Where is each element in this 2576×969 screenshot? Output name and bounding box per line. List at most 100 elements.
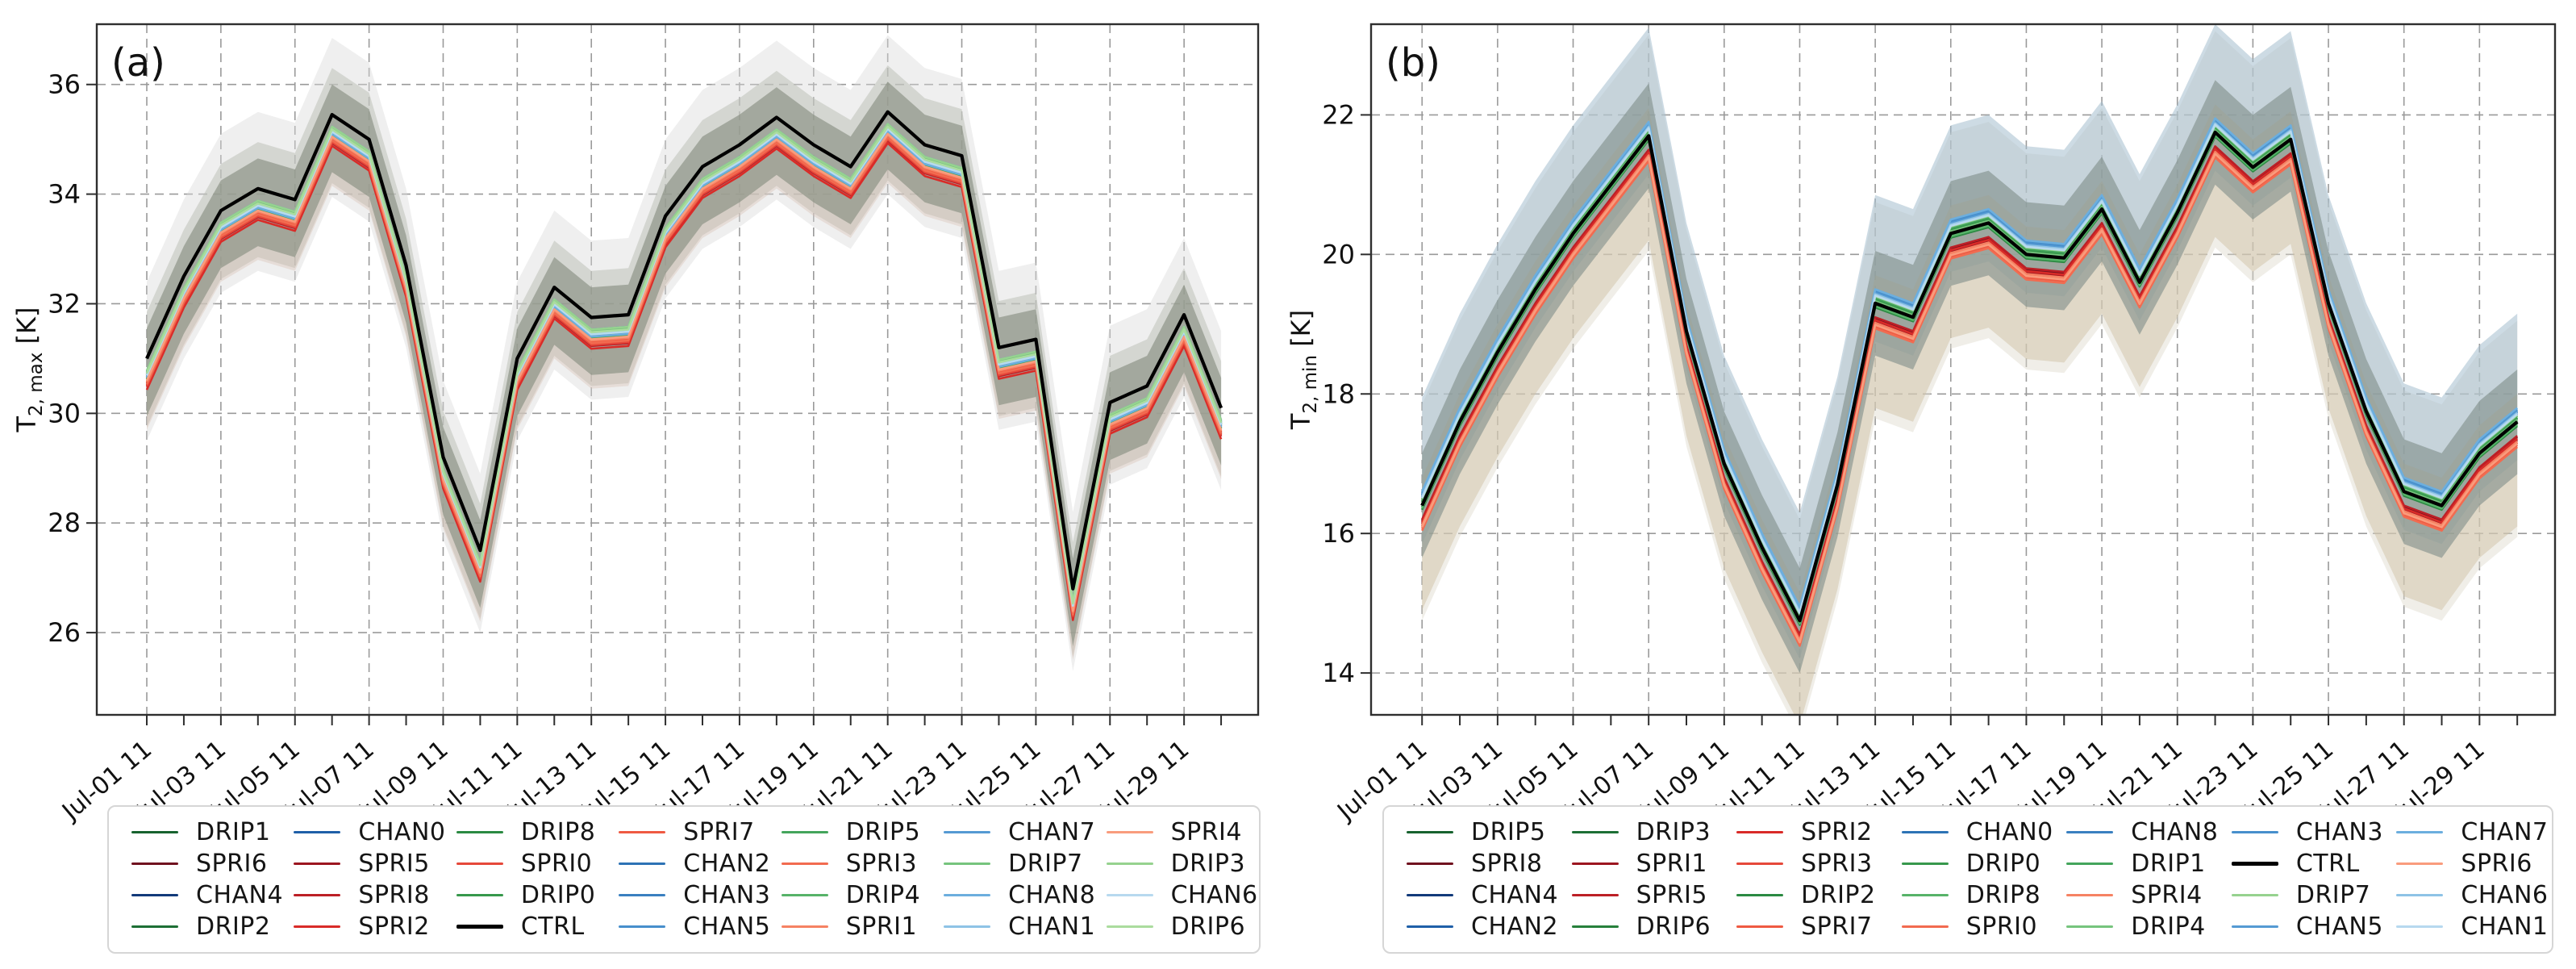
y-tick-label: 26	[48, 617, 81, 648]
legend-label: CHAN7	[2461, 818, 2549, 846]
legend-label: DRIP5	[845, 818, 921, 846]
legend-label: CHAN6	[2461, 881, 2549, 909]
legend-marker-line	[944, 894, 991, 896]
legend-item-DRIP0: DRIP0	[442, 881, 604, 909]
panel-b-legend: DRIP5 SPRI8 CHAN4 CHAN2 DRIP3 SPRI1 SPRI5 DRIP6…	[1382, 805, 2553, 954]
legend-marker-line	[294, 862, 341, 865]
legend-label: CHAN5	[683, 913, 771, 941]
legend-marker-line	[1736, 862, 1784, 865]
legend-item-CTRL: CTRL	[2217, 850, 2382, 878]
legend-marker-line	[294, 894, 341, 896]
y-tick-label: 14	[1322, 658, 1355, 688]
legend-marker-line	[2396, 894, 2444, 896]
legend-marker-line	[619, 831, 666, 833]
legend-marker-line	[294, 831, 341, 833]
legend-label: CHAN0	[358, 818, 446, 846]
legend-item-SPRI8: SPRI8	[1392, 850, 1557, 878]
legend-item-SPRI2: SPRI2	[1722, 818, 1887, 846]
legend-marker-line	[2066, 925, 2114, 928]
y-tick-label: 28	[48, 507, 81, 538]
legend-item-CHAN0: CHAN0	[279, 818, 445, 846]
legend-marker-line	[944, 862, 991, 865]
panel-letter: (b)	[1386, 40, 1440, 86]
legend-label: SPRI8	[1471, 850, 1543, 878]
legend-item-DRIP0: DRIP0	[1887, 850, 2053, 878]
legend-label: SPRI7	[683, 818, 755, 846]
legend-marker-line	[456, 831, 503, 833]
legend-label: CHAN7	[1008, 818, 1096, 846]
legend-marker-line	[1901, 862, 1949, 865]
legend-item-SPRI1: SPRI1	[1557, 850, 1723, 878]
ensemble-spread-band	[1422, 104, 2518, 715]
legend-marker-line	[1407, 894, 1453, 896]
legend-label: SPRI0	[520, 850, 593, 878]
legend-marker-line	[456, 894, 503, 896]
legend-marker-line	[944, 831, 991, 833]
legend-item-CHAN3: CHAN3	[604, 881, 770, 909]
legend-marker-line	[781, 894, 828, 896]
legend-label: CHAN2	[1471, 913, 1559, 941]
legend-item-CHAN7: CHAN7	[929, 818, 1095, 846]
legend-marker-line	[781, 925, 828, 928]
legend-label: DRIP1	[2131, 850, 2206, 878]
legend-label: DRIP0	[1965, 850, 2041, 878]
legend-item-CHAN1: CHAN1	[2382, 913, 2548, 941]
legend-marker-line	[1571, 831, 1619, 833]
member-line-CHAN7	[1421, 117, 2519, 608]
axis-ticks	[86, 83, 1223, 725]
legend-item-SPRI8: SPRI8	[279, 881, 441, 909]
legend-marker-line	[2396, 862, 2444, 865]
legend-item-CHAN8: CHAN8	[2052, 818, 2219, 846]
legend-marker-line	[1106, 925, 1153, 928]
legend-marker-line	[1106, 862, 1153, 865]
y-axis-label: T2, min [K]	[1286, 310, 1321, 430]
legend-item-SPRI0: SPRI0	[442, 850, 604, 878]
legend-label: CHAN8	[2131, 818, 2219, 846]
legend-label: DRIP2	[1801, 881, 1876, 909]
legend-marker-line	[2066, 894, 2114, 896]
legend-marker-line	[619, 894, 666, 896]
legend-marker-line	[1407, 862, 1453, 865]
legend-item-DRIP6: DRIP6	[1557, 913, 1723, 941]
legend-label: SPRI5	[358, 850, 430, 878]
axis-ticks	[1361, 114, 2519, 725]
y-tick-label: 20	[1322, 239, 1355, 269]
legend-item-CHAN6: CHAN6	[2382, 881, 2549, 909]
legend-item-DRIP7: DRIP7	[2217, 881, 2382, 909]
legend-item-CHAN5: CHAN5	[604, 913, 770, 941]
legend-item-CHAN4: CHAN4	[1392, 881, 1558, 909]
legend-marker-line	[1736, 925, 1784, 928]
legend-marker-line	[1106, 831, 1153, 833]
legend-label: DRIP2	[196, 913, 271, 941]
legend-item-DRIP3: DRIP3	[1557, 818, 1723, 846]
legend-label: DRIP8	[520, 818, 596, 846]
legend-item-SPRI6: SPRI6	[2382, 850, 2547, 878]
legend-marker-line	[781, 831, 828, 833]
legend-marker-line	[1571, 862, 1619, 865]
legend-item-CHAN1: CHAN1	[929, 913, 1095, 941]
legend-label: SPRI4	[1170, 818, 1242, 846]
legend-marker-line	[1736, 894, 1784, 896]
legend-label: SPRI3	[845, 850, 918, 878]
y-axis-label: T2, max [K]	[11, 307, 47, 432]
legend-label: SPRI1	[845, 913, 918, 941]
ctrl-line	[1420, 130, 2519, 623]
legend-marker-line	[781, 862, 828, 865]
legend-label: CHAN3	[2295, 818, 2383, 846]
legend-label: SPRI7	[1801, 913, 1873, 941]
y-tick-label: 32	[48, 288, 81, 319]
legend-item-SPRI5: SPRI5	[279, 850, 441, 878]
legend-item-SPRI1: SPRI1	[767, 913, 929, 941]
legend-item-DRIP5: DRIP5	[767, 818, 929, 846]
legend-marker-line	[944, 925, 991, 928]
y-tick-label: 18	[1322, 378, 1355, 409]
legend-label: CHAN8	[1008, 881, 1096, 909]
legend-marker-line	[1407, 831, 1453, 833]
legend-item-DRIP8: DRIP8	[1887, 881, 2053, 909]
ctrl-line	[145, 110, 1223, 591]
legend-marker-line	[1901, 894, 1949, 896]
y-tick-label: 22	[1322, 99, 1355, 130]
legend-marker-line	[131, 894, 178, 896]
